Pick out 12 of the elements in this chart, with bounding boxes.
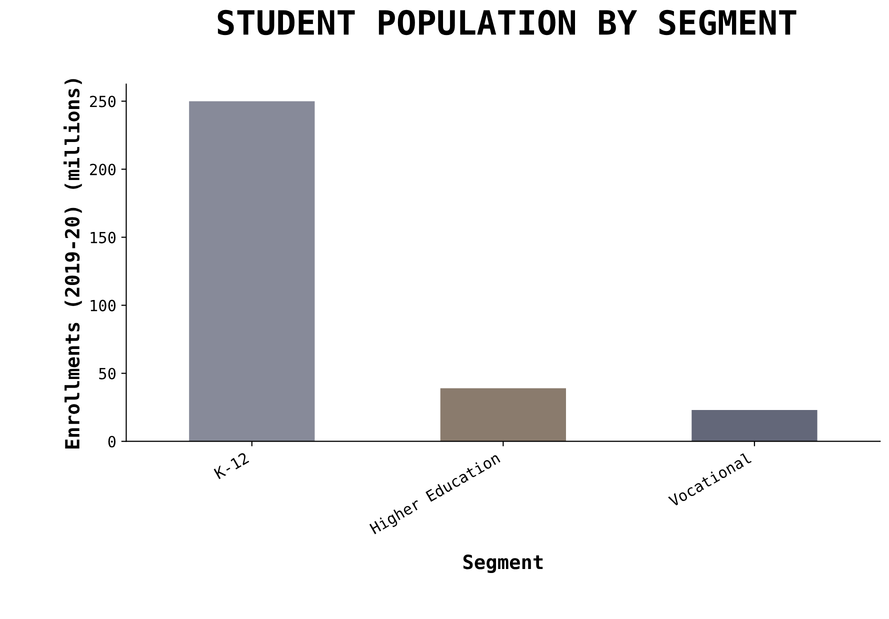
y-tick-label: 50 xyxy=(99,368,116,380)
bar xyxy=(189,101,315,442)
x-axis-title: Segment xyxy=(463,554,543,574)
bar xyxy=(440,388,566,442)
y-tick-label: 150 xyxy=(90,232,116,244)
y-axis-title: Enrollments (2019-20) (millions) xyxy=(64,79,82,448)
y-tick-label: 0 xyxy=(108,436,116,448)
y-tick-label: 100 xyxy=(90,300,116,312)
chart-title: STUDENT POPULATION BY SEGMENT xyxy=(218,10,796,36)
y-tick-label: 250 xyxy=(90,96,116,108)
bar xyxy=(692,410,818,442)
y-tick-label: 200 xyxy=(90,164,116,176)
